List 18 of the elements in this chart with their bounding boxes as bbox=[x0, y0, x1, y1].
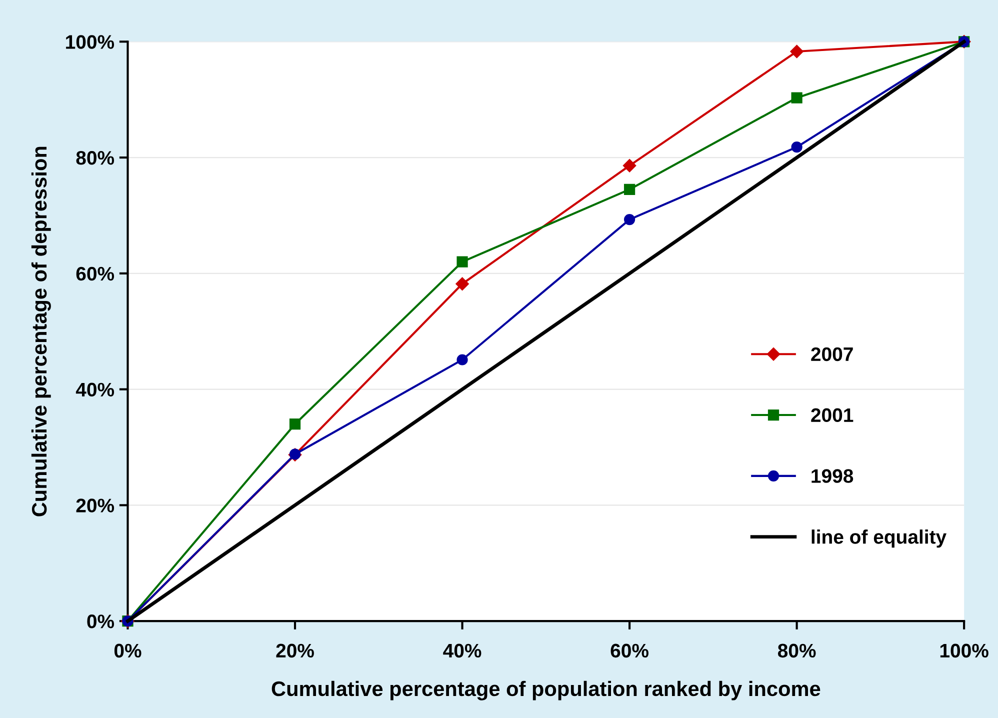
y-tick-label: 80% bbox=[76, 150, 114, 165]
x-tick-label: 80% bbox=[778, 644, 816, 658]
legend-label: 2001 bbox=[811, 408, 854, 422]
legend-label: line of equality bbox=[812, 530, 946, 548]
y-axis-title: Cumulative percentage of depression bbox=[31, 146, 51, 516]
y-tick-label: 100% bbox=[66, 35, 114, 49]
x-tick-label: 100% bbox=[940, 644, 988, 658]
x-tick-label: 20% bbox=[276, 644, 314, 658]
legend-label: 2007 bbox=[811, 347, 853, 362]
y-tick-label: 0% bbox=[87, 614, 114, 628]
y-tick-label: 60% bbox=[76, 266, 114, 281]
x-tick-label: 0% bbox=[114, 644, 142, 658]
legend-label: 1998 bbox=[812, 469, 854, 483]
y-tick-label: 20% bbox=[76, 498, 114, 512]
x-tick-label: 40% bbox=[443, 644, 482, 658]
x-axis-title: Cumulative percentage of population ranked by income bbox=[272, 680, 820, 700]
y-tick-label: 40% bbox=[76, 382, 114, 397]
x-tick-label: 60% bbox=[610, 644, 648, 658]
